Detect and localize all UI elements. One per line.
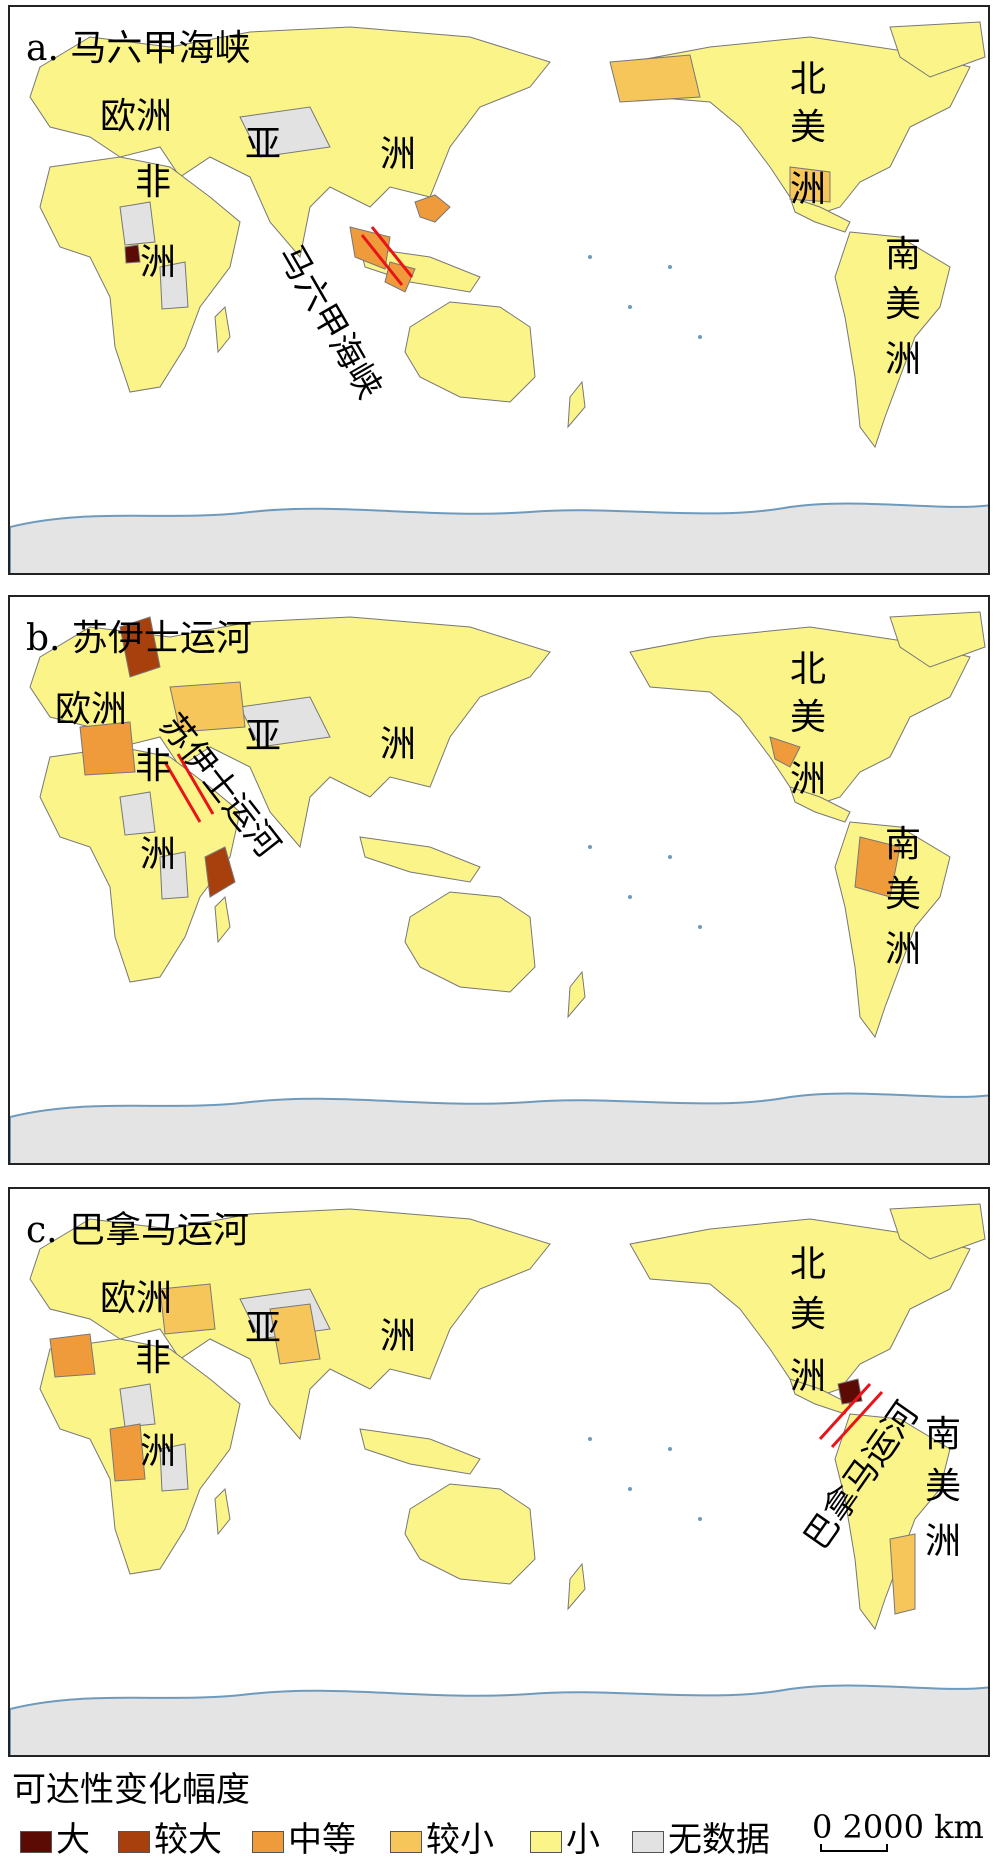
label-asia-2: 洲 <box>380 724 417 765</box>
map-panel-malacca: a. 马六甲海峡 欧洲 亚 洲 非 洲 北 美 洲 南 美 洲 马六甲海峡 <box>8 5 990 575</box>
label-asia-1: 亚 <box>245 716 282 757</box>
route-line-1 <box>163 761 202 823</box>
route-line-1 <box>818 1382 872 1441</box>
legend-label-4: 小 <box>566 1820 600 1860</box>
label-sa-2: 美 <box>885 284 922 325</box>
label-sa-3: 洲 <box>885 339 922 380</box>
label-asia-1: 亚 <box>245 1308 282 1349</box>
label-europe: 欧洲 <box>100 1278 173 1319</box>
label-sa-1: 南 <box>925 1414 962 1455</box>
legend-item-0: 大 <box>20 1812 90 1861</box>
legend-item-4: 小 <box>530 1812 600 1861</box>
legend-swatch-4 <box>530 1831 562 1853</box>
label-na-2: 美 <box>790 107 827 148</box>
route-line-2 <box>370 226 414 278</box>
scale-bar-text: 0 2000 km <box>812 1808 984 1846</box>
label-africa-2: 洲 <box>140 242 177 283</box>
legend-title: 可达性变化幅度 <box>12 1770 250 1810</box>
route-line-1 <box>360 234 404 286</box>
label-sa-2: 美 <box>885 874 922 915</box>
label-europe: 欧洲 <box>55 689 128 730</box>
map-panel-suez: b. 苏伊士运河 欧洲 亚 洲 非 洲 北 美 洲 南 美 洲 苏伊士运河 <box>8 595 990 1165</box>
label-sa-3: 洲 <box>885 929 922 970</box>
legend-item-1: 较大 <box>118 1812 222 1861</box>
label-sa-1: 南 <box>885 824 922 865</box>
label-asia-1: 亚 <box>245 124 282 165</box>
legend-label-3: 较小 <box>426 1820 494 1860</box>
label-africa-2: 洲 <box>140 834 177 875</box>
label-na-2: 美 <box>790 697 827 738</box>
legend-swatch-3 <box>390 1831 422 1853</box>
label-na-3: 洲 <box>790 169 827 210</box>
panel-title: a. 马六甲海峡 <box>26 28 251 69</box>
legend-swatch-1 <box>118 1831 150 1853</box>
panel-title: c. 巴拿马运河 <box>26 1210 250 1251</box>
label-na-3: 洲 <box>790 759 827 800</box>
legend-item-2: 中等 <box>252 1812 356 1861</box>
label-sa-1: 南 <box>885 234 922 275</box>
label-africa-2: 洲 <box>140 1431 177 1472</box>
map-panel-panama: c. 巴拿马运河 欧洲 亚 洲 非 洲 北 美 洲 南 美 洲 巴拿马运河 <box>8 1187 990 1757</box>
label-asia-2: 洲 <box>380 1316 417 1357</box>
label-na-3: 洲 <box>790 1356 827 1397</box>
scale-bar: 0 2000 km <box>812 1808 992 1852</box>
route-line-2 <box>830 1390 884 1449</box>
label-europe: 欧洲 <box>100 96 173 137</box>
highlights-c <box>49 1283 916 1615</box>
route-line-2 <box>176 753 215 815</box>
legend-label-0: 大 <box>56 1820 90 1860</box>
label-africa-1: 非 <box>135 162 172 203</box>
highlights-a <box>124 54 831 293</box>
label-na-1: 北 <box>790 1244 827 1285</box>
label-sa-3: 洲 <box>925 1521 962 1562</box>
label-na-1: 北 <box>790 649 827 690</box>
legend-swatch-0 <box>20 1831 52 1853</box>
highlights-b <box>79 616 901 898</box>
label-na-1: 北 <box>790 59 827 100</box>
label-sa-2: 美 <box>925 1466 962 1507</box>
legend-swatch-5 <box>632 1831 664 1853</box>
panel-title: b. 苏伊士运河 <box>26 618 252 659</box>
scale-bar-line <box>820 1844 888 1852</box>
legend-item-3: 较小 <box>390 1812 494 1861</box>
legend-swatch-2 <box>252 1831 284 1853</box>
legend-label-1: 较大 <box>154 1820 222 1860</box>
label-africa-1: 非 <box>135 1338 172 1379</box>
label-africa-1: 非 <box>135 746 172 787</box>
legend-item-5: 无数据 <box>632 1812 770 1861</box>
label-asia-2: 洲 <box>380 134 417 175</box>
legend-label-5: 无数据 <box>668 1820 770 1860</box>
legend-label-2: 中等 <box>288 1820 356 1860</box>
label-na-2: 美 <box>790 1294 827 1335</box>
